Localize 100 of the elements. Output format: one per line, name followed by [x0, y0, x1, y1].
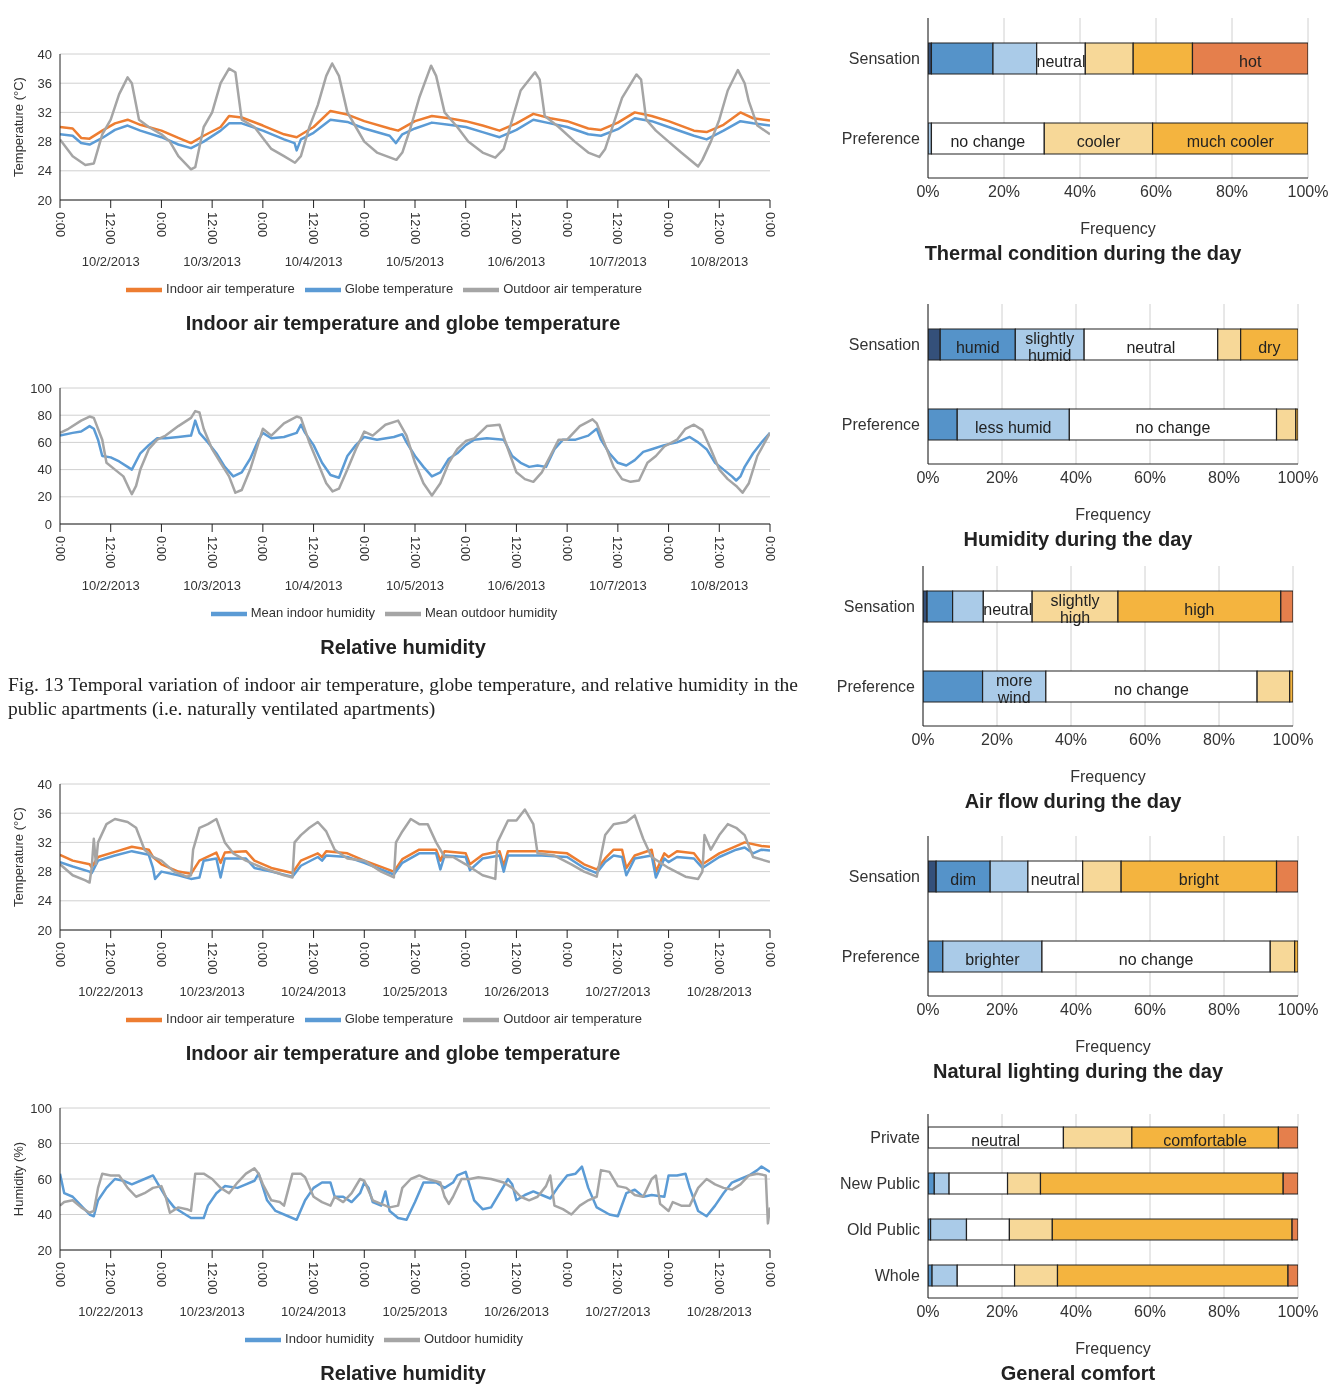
x2-tick-label: 10/3/2013	[183, 578, 242, 593]
data-label: slightly high	[1050, 591, 1100, 626]
x-tick-label: 0%	[911, 731, 935, 749]
x-tick-label: 20%	[985, 1001, 1019, 1019]
legend-label: Indoor air temperature	[166, 1011, 295, 1027]
y-tick-label: 40	[37, 46, 52, 62]
x2-tick-label: 10/27/2013	[585, 984, 651, 999]
x-tick-label: 0:00	[458, 212, 474, 238]
x-tick-label: 0:00	[356, 536, 372, 562]
x-tick-label: 0:00	[762, 942, 778, 968]
x-tick-label: 40%	[1054, 731, 1088, 749]
x2-tick-label: 10/6/2013	[487, 254, 546, 269]
data-label: dim	[950, 870, 977, 887]
text: Relative humidity	[319, 636, 487, 659]
text: Relative humidity	[319, 1362, 487, 1385]
legend-label: Indoor air temperature	[166, 281, 295, 297]
text: Indoor air temperature and globe temperature	[184, 312, 622, 335]
x2-tick-label: 10/26/2013	[483, 984, 549, 999]
x-tick-label: 12:00	[711, 1262, 727, 1295]
x-tick-label: 12:00	[103, 1262, 119, 1295]
data-label: more wind	[995, 671, 1033, 706]
x-tick-label: 40%	[1063, 183, 1097, 201]
y-tick-label: 60	[37, 435, 52, 451]
y-tick-label: Preference	[836, 677, 916, 695]
x-tick-label: 12:00	[407, 212, 423, 245]
x-tick-label: 0:00	[559, 1262, 575, 1288]
x-tick-label: 12:00	[306, 536, 322, 569]
x-tick-label: 20%	[985, 1303, 1019, 1321]
x2-tick-label: 10/28/2013	[686, 1304, 752, 1319]
x-tick-label: 12:00	[204, 536, 220, 569]
x-tick-label: 12:00	[204, 212, 220, 245]
legend-label: Globe temperature	[344, 1011, 454, 1027]
y-tick-label: 20	[37, 1242, 52, 1258]
data-label: no change	[1114, 680, 1189, 697]
x-tick-label: 12:00	[610, 1262, 626, 1295]
x-tick-label: 12:00	[306, 212, 322, 245]
x-tick-label: 100%	[1277, 1303, 1319, 1321]
data-label: neutral	[971, 1131, 1021, 1148]
data-label: humid	[955, 338, 1000, 355]
data-label: brighter	[965, 950, 1021, 967]
x-tick-label: 0:00	[153, 212, 169, 238]
y-tick-label: 60	[37, 1171, 52, 1187]
x-tick-label: 60%	[1139, 183, 1173, 201]
y-tick-label: 32	[37, 105, 52, 121]
data-label: no change	[950, 132, 1026, 149]
y-axis-title: Temperature (°C)	[10, 807, 26, 907]
x-tick-label: 0:00	[52, 942, 68, 968]
text: General comfort	[999, 1362, 1157, 1385]
x-tick-label: 0:00	[661, 212, 677, 238]
x-tick-label: 12:00	[610, 942, 626, 975]
x-tick-label: 20%	[980, 731, 1014, 749]
x-tick-label: 100%	[1277, 469, 1319, 487]
y-tick-label: 36	[37, 75, 52, 91]
y-tick-label: 40	[37, 776, 52, 792]
x-tick-label: 12:00	[610, 212, 626, 245]
x-tick-label: 80%	[1207, 469, 1241, 487]
x-tick-label: 12:00	[103, 212, 119, 245]
y-tick-label: Preference	[841, 129, 921, 147]
x2-tick-label: 10/3/2013	[183, 254, 242, 269]
x-tick-label: 0%	[916, 183, 940, 201]
y-tick-label: 32	[37, 835, 52, 851]
x2-tick-label: 10/8/2013	[690, 578, 749, 593]
x2-tick-label: 10/4/2013	[284, 254, 343, 269]
data-label: comfortable	[1163, 1131, 1248, 1148]
x2-tick-label: 10/7/2013	[588, 254, 647, 269]
x-tick-label: 0:00	[52, 1262, 68, 1288]
x2-tick-label: 10/27/2013	[585, 1304, 651, 1319]
x-tick-label: 20%	[987, 183, 1021, 201]
x-axis-title: Frequency	[1075, 1340, 1151, 1357]
y-tick-label: 28	[37, 134, 52, 150]
data-label: neutral	[1126, 338, 1176, 355]
x-tick-label: 0:00	[458, 942, 474, 968]
x-tick-label: 80%	[1207, 1001, 1241, 1019]
x-tick-label: 12:00	[508, 536, 524, 569]
x-tick-label: 0:00	[356, 212, 372, 238]
legend-label: Outdoor humidity	[423, 1331, 523, 1347]
y-tick-label: 24	[37, 893, 52, 909]
legend-label: Globe temperature	[344, 281, 454, 297]
x-tick-label: 12:00	[103, 942, 119, 975]
y-tick-label: Sensation	[848, 867, 920, 885]
legend-label: Mean indoor humidity	[250, 605, 376, 621]
x-tick-label: 80%	[1202, 731, 1236, 749]
text: Humidity during the day	[962, 528, 1194, 551]
x-tick-label: 0%	[916, 1303, 940, 1321]
x2-tick-label: 10/5/2013	[386, 254, 444, 269]
x2-tick-label: 10/23/2013	[179, 984, 245, 999]
x-tick-label: 0:00	[661, 942, 677, 968]
y-tick-label: Preference	[841, 415, 921, 433]
x-tick-label: 0:00	[153, 942, 169, 968]
y-tick-label: Old Public	[847, 1220, 920, 1238]
data-label: less humid	[975, 418, 1052, 435]
y-tick-label: 40	[37, 1207, 52, 1223]
y-tick-label: 100	[30, 380, 52, 396]
y-tick-label: 28	[37, 864, 52, 880]
data-label: neutral	[1030, 870, 1080, 887]
x-tick-label: 80%	[1215, 183, 1249, 201]
x2-tick-label: 10/2/2013	[81, 578, 140, 593]
data-label: dry	[1258, 338, 1281, 355]
x-tick-label: 0:00	[52, 536, 68, 562]
x-tick-label: 60%	[1133, 469, 1167, 487]
